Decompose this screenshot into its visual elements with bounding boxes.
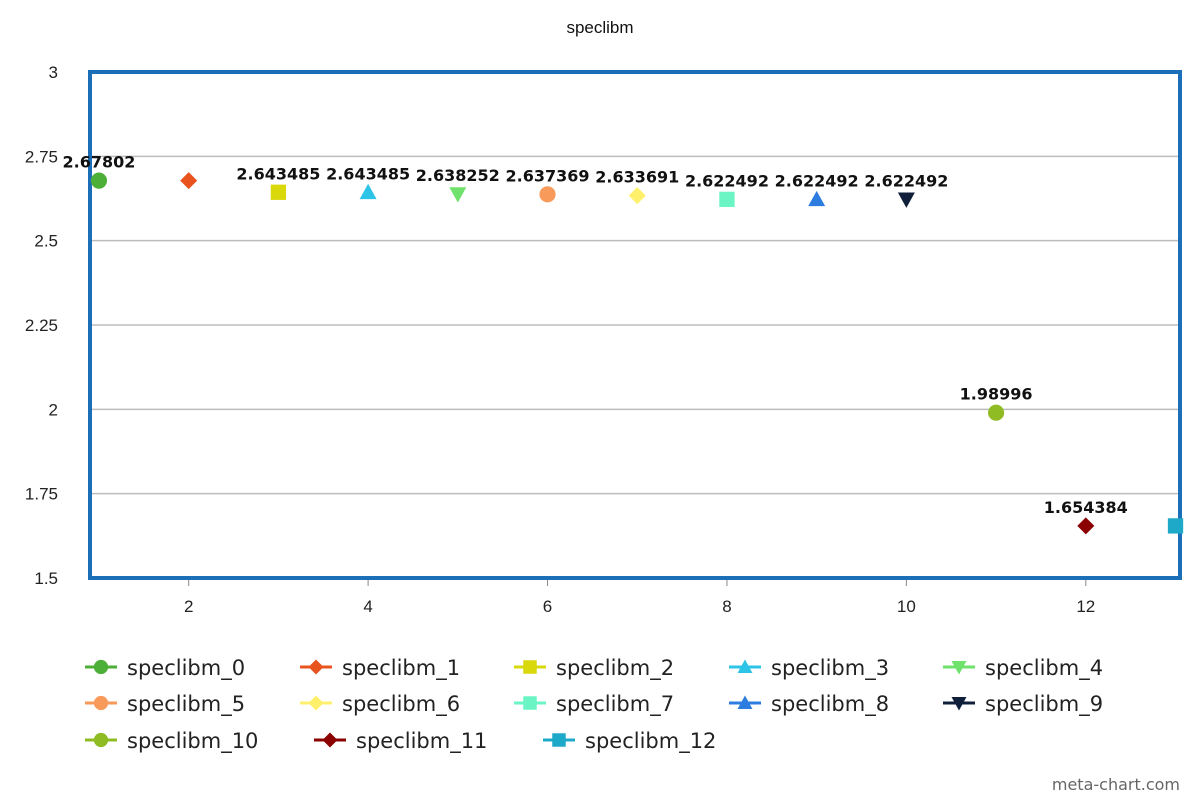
legend-marker <box>552 733 566 747</box>
legend-marker <box>308 695 324 711</box>
data-point <box>1077 517 1095 535</box>
legend-item: speclibm_9 <box>943 692 1103 717</box>
legend-item: speclibm_2 <box>514 656 674 681</box>
legend-label: speclibm_9 <box>985 692 1103 717</box>
x-tick-label: 12 <box>1076 597 1095 616</box>
y-tick-label: 3 <box>49 63 58 82</box>
x-tick-label: 8 <box>722 597 731 616</box>
data-point <box>359 183 377 200</box>
legend-marker <box>523 696 537 710</box>
data-label: 1.654384 <box>1044 498 1128 517</box>
data-label: 2.622492 <box>775 171 859 190</box>
chart-title: speclibm <box>566 18 633 37</box>
y-tick-label: 1.75 <box>25 485 58 504</box>
x-tick-label: 4 <box>363 597 372 616</box>
legend-marker <box>951 661 967 675</box>
legend-marker <box>93 732 109 748</box>
legend-label: speclibm_10 <box>127 729 258 754</box>
y-tick-label: 2.5 <box>34 232 58 251</box>
data-label: 2.643485 <box>326 164 410 183</box>
data-point <box>719 191 735 207</box>
y-tick-label: 2 <box>49 400 58 419</box>
legend-label: speclibm_11 <box>356 729 487 754</box>
legend-item: speclibm_7 <box>514 692 674 717</box>
legend-marker <box>737 695 753 709</box>
legend-label: speclibm_6 <box>342 692 460 717</box>
x-tick-label: 6 <box>543 597 552 616</box>
legend-label: speclibm_4 <box>985 656 1103 681</box>
legend-item: speclibm_8 <box>729 692 889 717</box>
y-tick-label: 2.75 <box>25 147 58 166</box>
legend-marker <box>523 660 537 674</box>
data-point <box>449 187 467 203</box>
legend-label: speclibm_3 <box>771 656 889 681</box>
data-point <box>988 404 1005 421</box>
data-point <box>270 184 287 200</box>
x-tick-label: 10 <box>897 597 916 616</box>
data-markers <box>90 172 1184 535</box>
legend-item: speclibm_12 <box>543 729 716 754</box>
legend-marker <box>951 697 967 711</box>
data-label: 2.637369 <box>506 166 590 185</box>
legend-marker <box>322 732 338 748</box>
data-point <box>897 192 915 208</box>
legend-marker <box>93 695 109 711</box>
data-point <box>180 172 198 190</box>
data-point <box>628 187 646 205</box>
data-point <box>1167 518 1184 534</box>
data-label: 2.67802 <box>63 153 136 172</box>
y-tick-label: 2.25 <box>25 316 58 335</box>
legend-item: speclibm_1 <box>300 656 460 681</box>
x-tick-label: 2 <box>184 597 193 616</box>
legend-item: speclibm_10 <box>85 729 258 754</box>
legend-marker <box>737 659 753 673</box>
data-label: 2.622492 <box>864 171 948 190</box>
legend-item: speclibm_3 <box>729 656 889 681</box>
grid <box>90 155 1180 495</box>
legend-label: speclibm_12 <box>585 729 716 754</box>
legend-label: speclibm_2 <box>556 656 674 681</box>
axes: 1.5 1.75 2 2.25 2.5 2.75 3 2 4 6 8 10 12 <box>25 63 1095 616</box>
legend: speclibm_0 speclibm_1 speclibm_2 speclibm_3… <box>85 656 1103 754</box>
legend-item: speclibm_5 <box>85 692 245 717</box>
data-point <box>90 172 108 189</box>
legend-item: speclibm_0 <box>85 656 245 681</box>
data-label: 2.633691 <box>595 168 679 187</box>
y-tick-label: 1.5 <box>34 569 58 588</box>
plot-border <box>88 70 1182 580</box>
legend-label: speclibm_0 <box>127 656 245 681</box>
legend-item: speclibm_11 <box>314 729 487 754</box>
legend-label: speclibm_7 <box>556 692 674 717</box>
legend-label: speclibm_5 <box>127 692 245 717</box>
data-label: 1.98996 <box>960 385 1033 404</box>
data-labels: 2.67802 2.643485 2.643485 2.638252 2.637369 2… <box>63 153 1128 517</box>
legend-marker <box>93 659 109 675</box>
credit-text: meta-chart.com <box>1052 775 1180 794</box>
data-label: 2.643485 <box>236 164 320 183</box>
data-label: 2.622492 <box>685 171 769 190</box>
legend-item: speclibm_4 <box>943 656 1103 681</box>
legend-item: speclibm_6 <box>300 692 460 717</box>
legend-marker <box>308 659 324 675</box>
legend-label: speclibm_8 <box>771 692 889 717</box>
legend-label: speclibm_1 <box>342 656 460 681</box>
data-point <box>539 186 556 203</box>
data-point <box>808 190 826 207</box>
data-label: 2.638252 <box>416 166 500 185</box>
